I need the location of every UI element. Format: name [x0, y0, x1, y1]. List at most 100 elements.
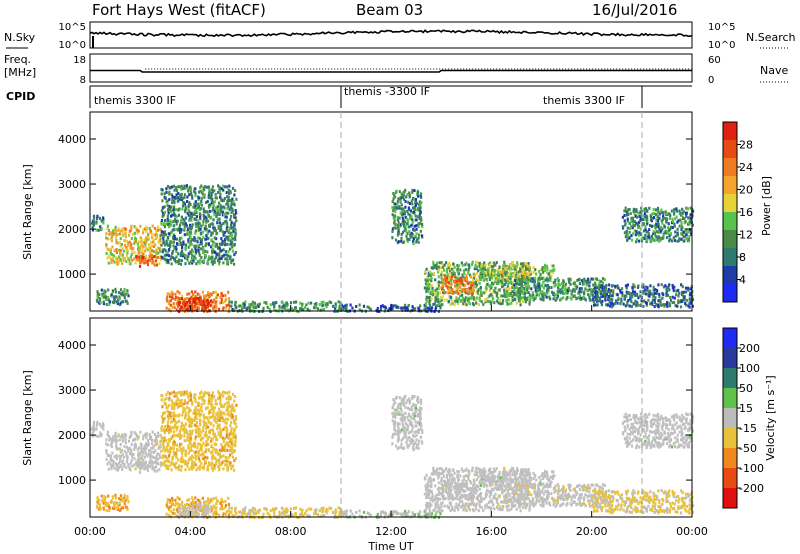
velocity-cell — [281, 506, 284, 510]
power-cell — [560, 297, 563, 301]
velocity-cell — [122, 455, 125, 459]
velocity-cell — [179, 468, 183, 472]
power-cell — [120, 243, 123, 246]
power-cell — [194, 222, 197, 226]
power-cell — [556, 292, 559, 296]
power-cell — [184, 256, 187, 260]
velocity-cell — [214, 417, 217, 421]
power-cell — [183, 233, 186, 237]
power-cell — [634, 293, 637, 297]
velocity-cell — [397, 512, 400, 516]
power-cell — [189, 203, 192, 206]
power-cell — [511, 290, 514, 294]
power-cell — [488, 274, 492, 277]
power-cell — [202, 235, 205, 239]
power-cell — [184, 304, 187, 308]
velocity-cell — [202, 453, 205, 457]
velocity-cell — [303, 512, 306, 516]
power-cell — [417, 208, 420, 212]
power-cell — [420, 218, 423, 222]
power-cell — [443, 263, 446, 267]
power-cell — [528, 302, 531, 306]
power-cell — [587, 277, 590, 281]
velocity-cell — [211, 455, 214, 459]
power-cell — [186, 230, 189, 234]
power-cell — [483, 291, 486, 295]
power-cell — [170, 185, 174, 189]
power-cell — [156, 236, 159, 239]
velocity-cell — [211, 506, 215, 510]
velocity-cell — [127, 449, 130, 453]
power-cell — [194, 218, 197, 222]
power-cell — [170, 262, 173, 266]
velocity-cell — [217, 465, 220, 469]
velocity-cell — [227, 496, 230, 500]
power-cell — [104, 298, 108, 301]
power-cell — [630, 305, 633, 309]
velocity-cell — [394, 510, 397, 514]
power-cell — [635, 209, 638, 213]
power-cell — [448, 272, 451, 276]
power-cell — [471, 291, 474, 295]
power-cell — [256, 303, 259, 307]
power-cell — [181, 254, 184, 258]
power-cell — [532, 296, 536, 300]
power-cell — [553, 284, 556, 288]
power-cell — [165, 239, 168, 243]
velocity-cell — [231, 451, 234, 455]
power-cell — [146, 260, 149, 264]
power-cell — [593, 303, 596, 307]
power-cell — [142, 257, 145, 261]
velocity-cell — [188, 409, 191, 413]
power-cell — [644, 225, 647, 228]
power-cell — [214, 251, 217, 255]
power-cell — [660, 229, 663, 233]
velocity-cell — [148, 460, 151, 464]
power-cell — [175, 308, 178, 312]
velocity-cell — [193, 417, 196, 421]
velocity-cell — [208, 397, 211, 401]
power-cell — [637, 284, 640, 288]
power-cell — [216, 205, 220, 209]
power-cell — [681, 232, 684, 236]
power-cell — [170, 205, 173, 209]
velocity-cell — [179, 442, 182, 446]
power-cell — [420, 234, 424, 238]
power-cell — [211, 255, 214, 259]
velocity-cell — [283, 512, 286, 516]
power-cell — [550, 286, 553, 290]
velocity-cell — [157, 462, 160, 466]
power-cell — [163, 232, 166, 236]
power-cell — [125, 299, 128, 303]
power-cell — [344, 308, 347, 312]
power-cell — [178, 297, 181, 301]
velocity-cell — [105, 451, 108, 455]
power-cell — [215, 196, 218, 200]
power-cell — [206, 185, 209, 189]
power-cell — [522, 262, 525, 266]
velocity-cell — [137, 451, 140, 455]
power-cell — [645, 285, 648, 289]
power-cell — [447, 266, 450, 270]
power-cell — [525, 278, 528, 282]
power-cell — [207, 204, 211, 207]
power-cell — [202, 303, 206, 307]
power-cell — [520, 274, 524, 278]
power-cell — [539, 272, 542, 276]
power-cell — [181, 249, 184, 253]
power-cell — [505, 287, 508, 290]
power-cell — [555, 297, 558, 301]
power-cell — [198, 196, 201, 200]
velocity-cell — [95, 434, 98, 438]
power-cell — [479, 267, 482, 271]
power-cell — [623, 214, 626, 217]
power-cell — [544, 263, 547, 267]
power-cell — [431, 286, 434, 290]
power-cell — [189, 240, 192, 244]
power-cell — [533, 283, 536, 287]
power-cell — [175, 222, 178, 226]
power-cell — [121, 253, 124, 257]
power-cell — [210, 302, 213, 306]
power-cell — [412, 240, 415, 244]
power-cell — [471, 287, 475, 291]
